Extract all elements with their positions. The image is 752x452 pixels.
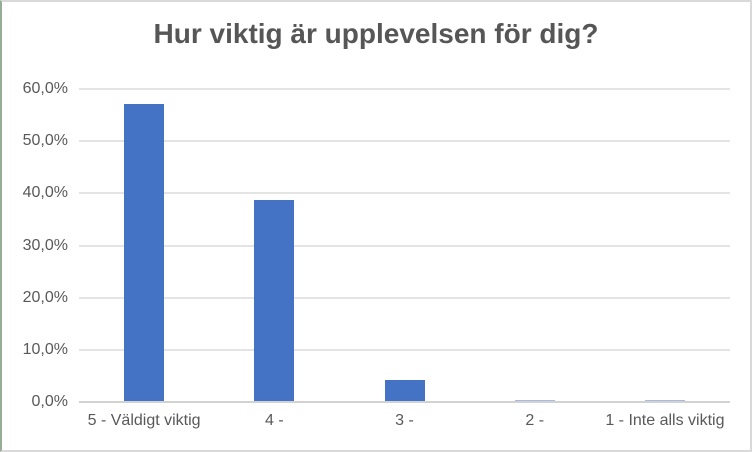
x-axis-category-label: 4 - <box>264 412 284 429</box>
gridline <box>79 244 730 247</box>
x-axis: 5 - Väldigt viktig 4 - 3 - 2 - 1 - Inte alls… <box>79 412 730 430</box>
gridline <box>79 348 730 351</box>
y-axis-tick-label: 50,0% <box>22 132 68 150</box>
y-axis-tick-label: 30,0% <box>22 236 68 254</box>
bar-slot <box>339 88 469 401</box>
bar-2 <box>254 199 295 401</box>
gridline <box>79 296 730 299</box>
x-axis-category-label: 1 - Inte alls viktig <box>605 412 725 429</box>
y-axis: 60,0% 50,0% 40,0% 30,0% 20,0% 10,0% 0,0% <box>2 80 68 410</box>
bar-series <box>79 88 730 401</box>
bar-slot <box>600 88 730 401</box>
y-axis-tick-label: 60,0% <box>22 80 68 97</box>
chart-title: Hur viktig är upplevelsen för dig? <box>153 18 599 49</box>
bar-slot <box>209 88 339 401</box>
gridline <box>79 88 730 90</box>
y-axis-tick-label: 40,0% <box>22 184 68 202</box>
y-axis-tick-label: 10,0% <box>22 340 68 358</box>
x-axis-category-label: 5 - Väldigt viktig <box>87 412 201 429</box>
gridline <box>79 192 730 195</box>
bar-slot <box>79 88 209 401</box>
y-axis-tick-label: 20,0% <box>22 288 68 306</box>
bar-4 <box>514 399 555 401</box>
bar-slot <box>470 88 600 401</box>
gridline <box>79 140 730 143</box>
bar-5 <box>644 399 685 401</box>
x-axis-line <box>79 401 730 403</box>
x-axis-category-label: 3 - <box>395 412 414 429</box>
bar-1 <box>124 103 165 401</box>
y-axis-tick-label: 0,0% <box>31 393 68 410</box>
x-axis-category-label: 2 - <box>525 412 545 429</box>
bar-3 <box>384 379 425 401</box>
plot-area <box>79 88 730 403</box>
